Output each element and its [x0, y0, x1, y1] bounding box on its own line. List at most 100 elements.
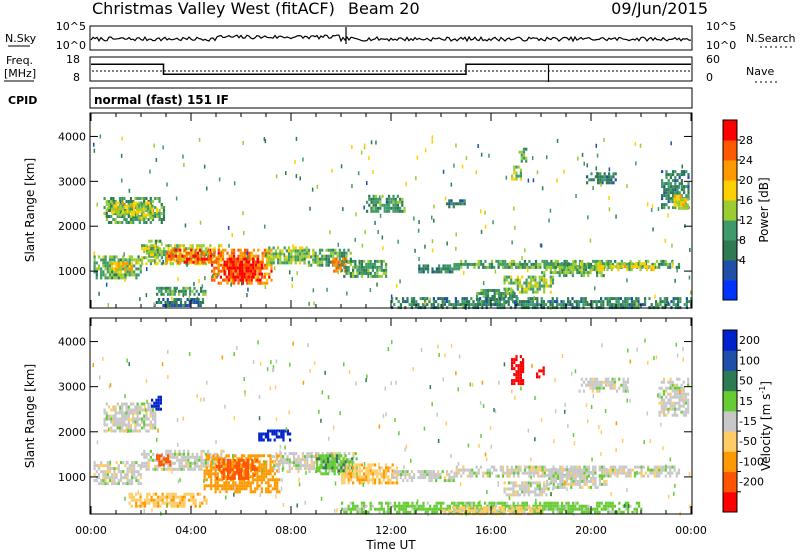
power-cell — [195, 301, 198, 304]
velocity-cell — [385, 463, 388, 467]
date-label: 09/Jun/2015 — [611, 0, 708, 18]
velocity-cell — [505, 487, 508, 491]
velocity-cell — [329, 466, 332, 470]
power-cell — [422, 267, 425, 271]
power-cell — [509, 297, 512, 301]
power-cell — [523, 290, 526, 294]
velocity-cell — [165, 492, 169, 496]
velocity-cell — [221, 457, 224, 461]
power-cell — [610, 175, 613, 179]
velocity-cell — [277, 467, 280, 471]
velocity-cell — [159, 504, 162, 508]
power-cell — [256, 266, 259, 270]
velocity-cell — [507, 487, 511, 491]
velocity-cell — [275, 429, 278, 433]
velocity-cell — [625, 474, 628, 478]
velocity-cell — [210, 466, 213, 470]
power-cell — [230, 257, 233, 261]
power-cell — [243, 257, 246, 261]
velocity-cell — [182, 449, 185, 453]
power-cell — [252, 263, 255, 267]
velocity-cell — [218, 458, 221, 462]
power-cell — [603, 172, 606, 176]
power-cell — [417, 228, 420, 233]
velocity-cell — [601, 476, 604, 480]
power-cell — [154, 206, 157, 209]
power-cell — [686, 206, 689, 210]
velocity-cell — [202, 461, 205, 465]
velocity-cell — [591, 386, 594, 390]
power-cell — [261, 260, 264, 264]
velocity-cell — [203, 498, 206, 502]
velocity-cell — [138, 429, 141, 433]
power-cell — [367, 262, 370, 266]
power-cell — [279, 261, 282, 265]
velocity-cell — [115, 461, 118, 465]
power-cell — [179, 248, 182, 252]
power-cell — [580, 300, 583, 304]
velocity-cell — [673, 468, 676, 472]
velocity-cell — [282, 464, 285, 468]
power-cell — [158, 200, 161, 203]
velocity-cell — [301, 452, 304, 456]
power-cell — [170, 254, 173, 258]
power-cell — [479, 303, 482, 307]
velocity-cell — [279, 455, 282, 459]
power-cell — [524, 248, 526, 253]
velocity-cell — [218, 478, 222, 482]
power-cell — [270, 248, 273, 252]
power-cell — [197, 292, 200, 296]
velocity-cell — [592, 471, 595, 475]
power-cell — [520, 300, 523, 304]
power-cell — [476, 292, 479, 295]
power-cell — [117, 270, 120, 274]
velocity-cell — [546, 482, 549, 486]
velocity-cell — [546, 479, 549, 483]
power-cell — [129, 200, 133, 203]
velocity-cell — [194, 504, 197, 508]
velocity-cell — [227, 464, 230, 468]
velocity-cell — [559, 473, 562, 477]
velocity-cell — [517, 382, 520, 386]
power-cell — [513, 165, 516, 169]
power-cell — [171, 292, 174, 296]
freq-unit-label: [MHz] — [4, 67, 36, 80]
power-cell — [475, 262, 478, 266]
power-cell — [454, 202, 457, 206]
velocity-cell — [125, 414, 128, 418]
velocity-cell — [95, 479, 98, 483]
power-cell — [548, 262, 551, 266]
velocity-cell — [616, 468, 619, 472]
velocity-cell — [541, 471, 544, 475]
velocity-cell — [176, 495, 180, 499]
velocity-cell — [161, 495, 164, 499]
velocity-cell — [136, 402, 139, 406]
velocity-cell — [517, 367, 520, 371]
velocity-cell — [464, 468, 467, 472]
power-cell — [650, 303, 653, 307]
velocity-cell — [331, 457, 334, 461]
velocity-cell — [280, 432, 283, 436]
power-cell — [536, 300, 539, 304]
power-cell — [111, 270, 114, 274]
power-cell — [135, 276, 138, 280]
power-cell — [582, 271, 585, 275]
velocity-cell — [288, 467, 291, 471]
velocity-cell — [594, 485, 597, 489]
power-cell — [173, 298, 176, 301]
power-cell — [519, 171, 522, 175]
power-cell — [610, 181, 613, 185]
power-cell — [147, 210, 150, 214]
power-cell — [230, 248, 233, 252]
velocity-cell — [343, 472, 346, 476]
power-cell — [549, 275, 552, 279]
velocity-cell — [519, 382, 522, 386]
velocity-cell — [251, 461, 254, 465]
power-cell — [446, 300, 449, 304]
velocity-cell — [355, 466, 358, 470]
power-cell — [626, 278, 628, 283]
power-cell — [369, 259, 372, 263]
velocity-cell — [235, 461, 238, 465]
power-cell — [227, 269, 231, 273]
velocity-cell — [238, 461, 241, 465]
